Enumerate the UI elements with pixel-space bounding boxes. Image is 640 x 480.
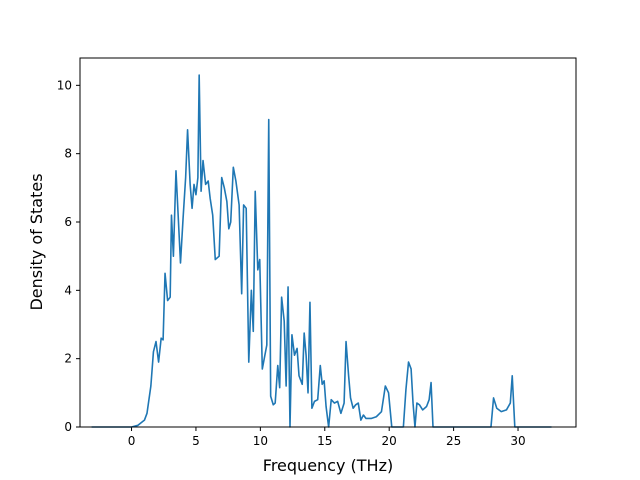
y-tick-label: 0 bbox=[64, 420, 72, 434]
x-tick-label: 10 bbox=[253, 434, 268, 448]
y-tick-label: 8 bbox=[64, 147, 72, 161]
y-tick-label: 10 bbox=[57, 78, 72, 92]
y-ticks: 0 2 4 6 8 10 bbox=[57, 78, 80, 434]
y-tick-label: 6 bbox=[64, 215, 72, 229]
x-tick-label: 5 bbox=[192, 434, 200, 448]
y-tick-label: 4 bbox=[64, 283, 72, 297]
y-axis-label: Density of States bbox=[27, 173, 46, 310]
x-tick-label: 30 bbox=[510, 434, 525, 448]
x-tick-label: 15 bbox=[317, 434, 332, 448]
x-tick-label: 0 bbox=[128, 434, 136, 448]
y-tick-label: 2 bbox=[64, 352, 72, 366]
x-ticks: 0 5 10 15 20 25 30 bbox=[128, 427, 526, 448]
x-tick-label: 20 bbox=[382, 434, 397, 448]
series-line bbox=[91, 74, 552, 428]
x-axis-label: Frequency (THz) bbox=[263, 456, 393, 475]
x-tick-label: 25 bbox=[446, 434, 461, 448]
plot-frame bbox=[79, 57, 577, 428]
